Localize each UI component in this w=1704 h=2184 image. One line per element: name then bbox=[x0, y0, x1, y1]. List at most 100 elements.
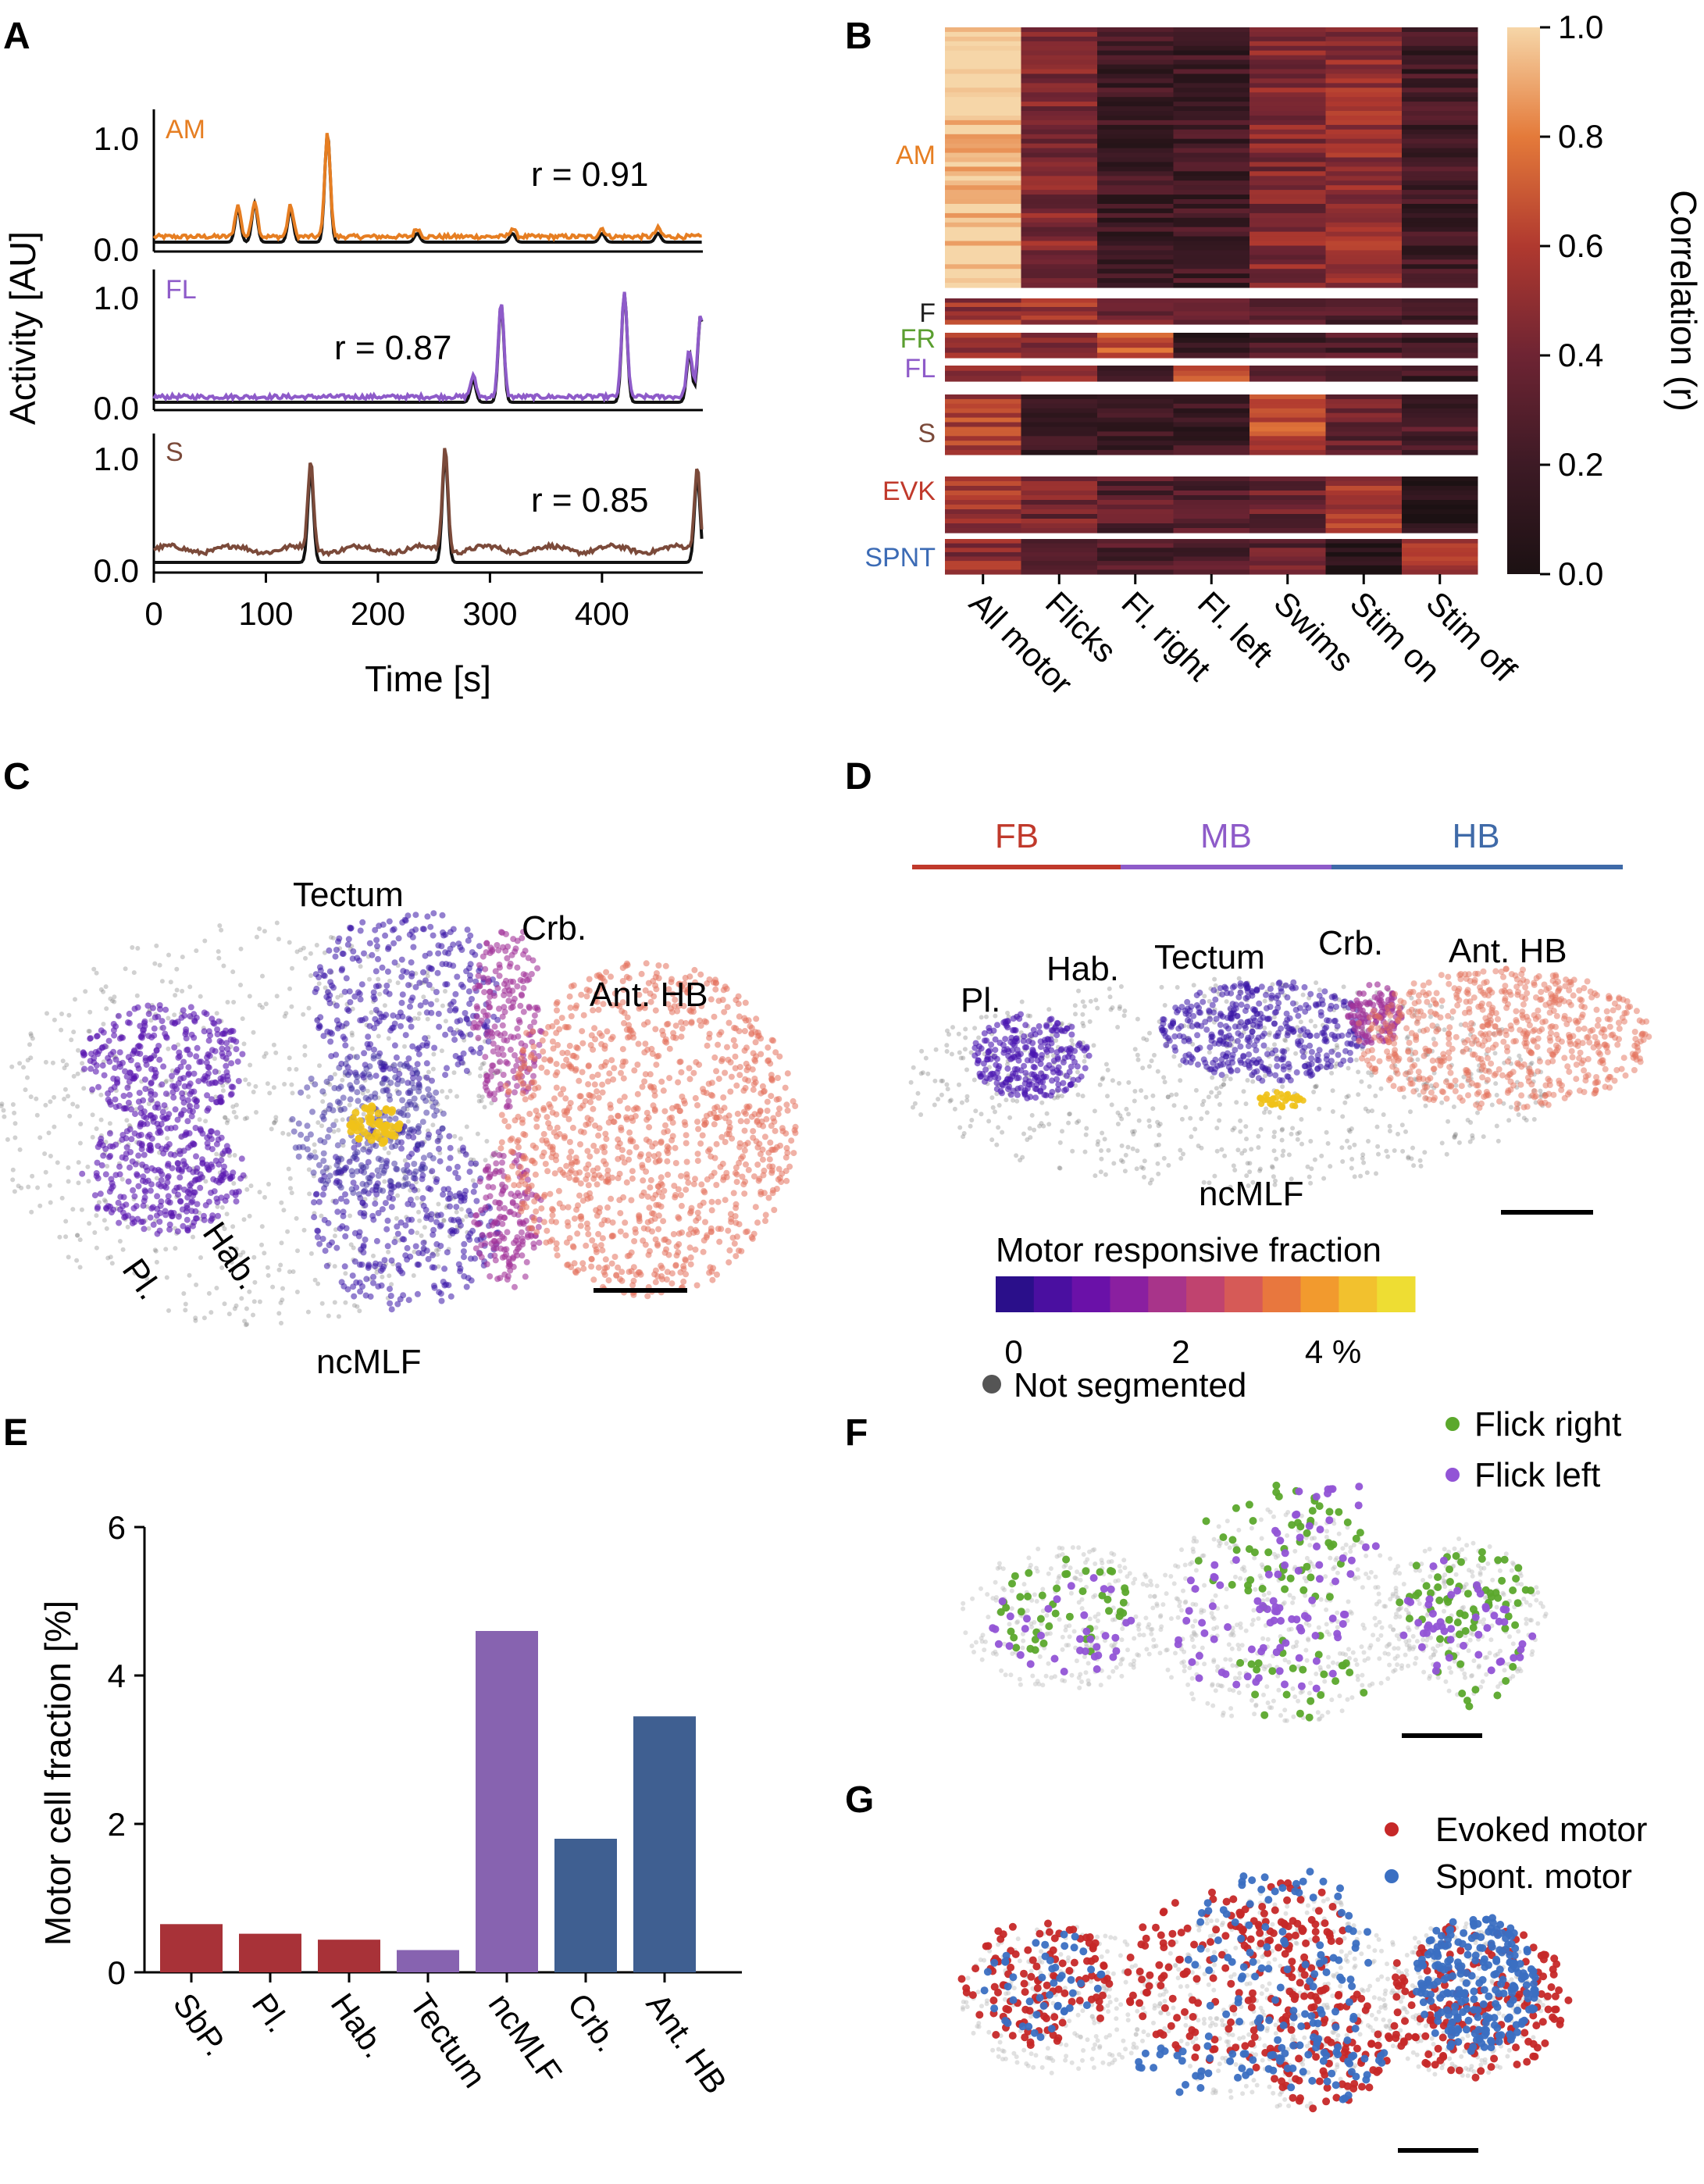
unsegmented-cell bbox=[358, 964, 363, 969]
panel-c-brain-dorsal: Tectum Crb. Ant. HB Pl. Hab. ncMLF bbox=[0, 876, 799, 1381]
motor-cell bbox=[771, 1118, 778, 1125]
motor-cell bbox=[228, 1060, 235, 1067]
heatmap-cell bbox=[1097, 298, 1174, 304]
motor-cell bbox=[601, 1158, 608, 1165]
unsegmented-cell bbox=[80, 1061, 85, 1066]
motor-cell bbox=[337, 1106, 344, 1113]
motor-cell bbox=[87, 1051, 94, 1058]
motor-cell bbox=[720, 987, 727, 994]
motor-cell bbox=[678, 1069, 685, 1076]
motor-cell bbox=[515, 1244, 522, 1251]
panel-letter-c: C bbox=[3, 756, 30, 798]
motor-cell bbox=[589, 1237, 596, 1244]
unsegmented-cell bbox=[307, 1191, 312, 1197]
motor-cell bbox=[415, 1250, 422, 1257]
label-pl-c: Pl. bbox=[115, 1252, 169, 1307]
motor-cell bbox=[565, 1204, 572, 1211]
heatmap-cell bbox=[1402, 273, 1478, 279]
motor-cell bbox=[579, 1040, 586, 1047]
unsegmented-cell bbox=[349, 1030, 355, 1036]
heatmap-cell bbox=[1325, 426, 1402, 432]
motor-cell bbox=[722, 1197, 729, 1204]
motor-cell bbox=[608, 1233, 615, 1239]
heatmap-cell bbox=[1021, 476, 1097, 482]
motor-cell bbox=[358, 1017, 365, 1023]
unsegmented-cell bbox=[483, 1158, 488, 1163]
heatmap-cell bbox=[1249, 217, 1326, 223]
unsegmented-cell bbox=[1082, 1149, 1088, 1154]
heatmap-cell bbox=[1021, 500, 1097, 505]
motor-cell bbox=[148, 1181, 155, 1188]
motor-cell bbox=[603, 969, 610, 976]
heatmap-cell bbox=[1097, 217, 1174, 223]
motor-cell bbox=[732, 1169, 739, 1176]
heatmap-cell bbox=[1402, 556, 1478, 562]
heatmap-cell bbox=[1173, 548, 1249, 553]
heatmap-cell bbox=[1402, 500, 1478, 505]
heatmap-cell bbox=[1173, 352, 1249, 359]
motor-cell bbox=[475, 972, 482, 980]
motor-cell bbox=[119, 1059, 126, 1066]
motor-cell bbox=[127, 1069, 134, 1076]
heatmap-cell bbox=[1325, 162, 1402, 167]
heatmap-cell bbox=[1097, 398, 1174, 405]
motor-cell bbox=[522, 947, 529, 955]
unsegmented-cell bbox=[361, 1112, 366, 1117]
motor-cell bbox=[439, 961, 446, 968]
motor-cell bbox=[757, 1151, 764, 1158]
motor-cell bbox=[499, 1181, 506, 1188]
trace-r-s: r = 0.85 bbox=[531, 481, 648, 519]
unsegmented-cell bbox=[430, 1122, 436, 1128]
motor-cell bbox=[570, 982, 577, 989]
motor-cell bbox=[164, 1179, 171, 1186]
unsegmented-cell bbox=[1178, 1063, 1182, 1068]
motor-cell bbox=[748, 1113, 755, 1120]
heatmap-cell bbox=[1097, 157, 1174, 162]
motor-cell bbox=[393, 1054, 400, 1061]
panel-a-xtick-label: 400 bbox=[575, 595, 629, 632]
motor-cell bbox=[382, 1200, 389, 1207]
heatmap-cell bbox=[1325, 316, 1402, 321]
heatmap-cell bbox=[1173, 264, 1249, 269]
unsegmented-cell bbox=[1373, 1094, 1378, 1098]
unsegmented-cell bbox=[440, 1003, 445, 1008]
motor-cell bbox=[387, 1177, 394, 1184]
motor-cell bbox=[140, 1202, 147, 1209]
unsegmented-cell bbox=[63, 1234, 69, 1240]
unsegmented-cell bbox=[71, 1030, 77, 1035]
heatmap-cell bbox=[945, 27, 1021, 33]
motor-cell bbox=[525, 1233, 531, 1240]
motor-cell bbox=[476, 962, 483, 969]
motor-cell bbox=[317, 1137, 324, 1144]
motor-cell bbox=[447, 1026, 454, 1033]
unsegmented-cell bbox=[67, 1113, 73, 1119]
heatmap-cell bbox=[1325, 278, 1402, 284]
motor-cell bbox=[313, 1190, 320, 1197]
motor-cell bbox=[476, 1178, 483, 1185]
motor-cell bbox=[186, 1166, 193, 1172]
motor-cell-ncmlf bbox=[350, 1123, 358, 1132]
motor-cell bbox=[731, 1240, 738, 1247]
motor-cell bbox=[678, 1202, 685, 1209]
motor-cell bbox=[370, 1216, 377, 1223]
motor-cell bbox=[544, 1069, 551, 1076]
motor-cell bbox=[199, 1159, 206, 1166]
heatmap-cell bbox=[1021, 78, 1097, 84]
heatmap-cell bbox=[1249, 245, 1326, 251]
motor-cell bbox=[594, 1181, 601, 1188]
motor-cell bbox=[344, 1072, 351, 1079]
motor-cell bbox=[230, 1028, 237, 1035]
motor-cell bbox=[526, 1004, 533, 1010]
unsegmented-cell bbox=[1467, 1139, 1473, 1144]
motor-cell bbox=[367, 1293, 374, 1300]
motor-cell bbox=[494, 984, 501, 991]
motor-cell bbox=[132, 1161, 139, 1168]
motor-cell bbox=[80, 1052, 87, 1058]
motor-cell bbox=[183, 1026, 190, 1033]
heatmap-cell bbox=[1021, 236, 1097, 242]
unsegmented-cell bbox=[98, 1092, 104, 1097]
heatmap-group-label: AM bbox=[896, 141, 936, 170]
motor-cell bbox=[572, 1176, 579, 1183]
heatmap-col-label: Swims bbox=[1267, 584, 1361, 679]
motor-cell bbox=[681, 1100, 688, 1107]
